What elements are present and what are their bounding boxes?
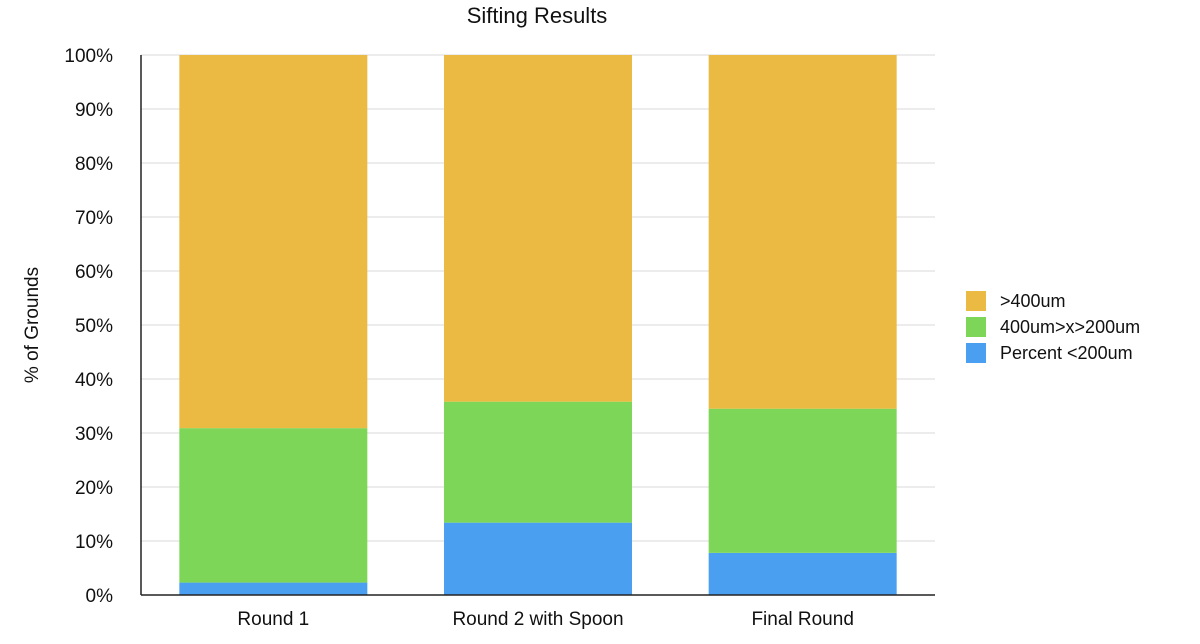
legend-label: 400um>x>200um xyxy=(1000,316,1141,337)
x-tick-label: Round 2 with Spoon xyxy=(452,609,623,630)
bar-segment xyxy=(179,55,368,429)
legend-item: >400um xyxy=(966,288,1140,314)
y-tick-label: 80% xyxy=(75,154,113,175)
y-tick-label: 0% xyxy=(86,586,114,607)
bar-segment xyxy=(444,522,632,595)
bar-segment xyxy=(444,401,632,523)
bar-segment xyxy=(179,428,368,583)
y-axis-label: % of Grounds xyxy=(22,267,43,383)
legend-swatch xyxy=(966,291,986,311)
y-tick-label: 60% xyxy=(75,262,113,283)
y-tick-label: 50% xyxy=(75,316,113,337)
y-tick-label: 20% xyxy=(75,478,113,499)
bar-segment xyxy=(444,55,632,402)
y-tick-label: 70% xyxy=(75,208,113,229)
y-tick-label: 100% xyxy=(64,46,113,67)
legend: >400um 400um>x>200um Percent <200um xyxy=(966,288,1140,366)
y-tick-label: 40% xyxy=(75,370,113,391)
bars xyxy=(179,55,897,595)
x-tick-label: Round 1 xyxy=(237,609,309,630)
tick-labels: 0% 10% 20% 30% 40% 50% 60% 70% 80% 90% 100% Round 1… xyxy=(64,46,854,630)
bar-segment xyxy=(708,408,897,553)
axes xyxy=(140,55,935,596)
y-tick-label: 90% xyxy=(75,100,113,121)
bar-segment xyxy=(179,582,368,595)
chart-title: Sifting Results xyxy=(467,3,608,28)
legend-label: Percent <200um xyxy=(1000,342,1133,363)
legend-item: 400um>x>200um xyxy=(966,314,1140,340)
legend-item: Percent <200um xyxy=(966,340,1140,366)
y-tick-label: 10% xyxy=(75,532,113,553)
legend-swatch xyxy=(966,343,986,363)
x-tick-label: Final Round xyxy=(751,609,853,630)
bar-segment xyxy=(708,55,897,409)
legend-label: >400um xyxy=(1000,290,1066,311)
y-tick-label: 30% xyxy=(75,424,113,445)
bar-segment xyxy=(708,552,897,595)
legend-swatch xyxy=(966,317,986,337)
